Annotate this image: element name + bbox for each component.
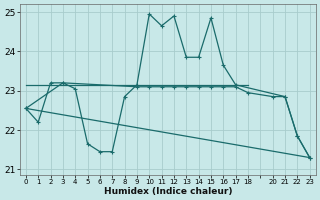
X-axis label: Humidex (Indice chaleur): Humidex (Indice chaleur) — [104, 187, 232, 196]
